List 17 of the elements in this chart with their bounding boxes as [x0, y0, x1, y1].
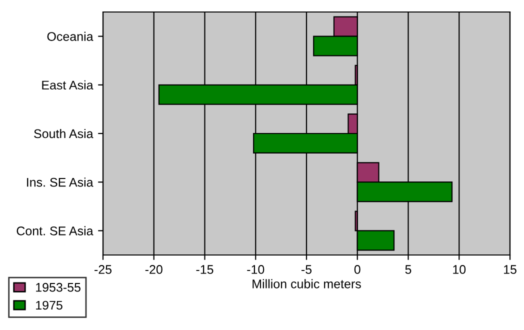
x-tick-label: -25 — [94, 265, 112, 274]
x-tick-label: 0 — [354, 265, 360, 274]
x-tick-label: 15 — [504, 265, 516, 274]
x-axis-title: Million cubic meters — [252, 279, 361, 288]
y-tick-label: East Asia — [42, 80, 94, 90]
x-tick-label: -20 — [145, 265, 162, 274]
legend-label: 1953-55 — [36, 282, 80, 292]
legend-label: 1975 — [36, 300, 62, 310]
x-tick-label: 10 — [453, 265, 466, 274]
x-tick-label: 5 — [405, 265, 412, 274]
y-tick-label: Oceania — [47, 32, 94, 41]
y-tick-label: Ins. SE Asia — [27, 178, 94, 187]
y-tick-label: South Asia — [34, 128, 94, 138]
y-tick-label: Cont. SE Asia — [16, 226, 94, 236]
x-tick-label: -5 — [302, 265, 312, 274]
x-tick-label: -15 — [196, 265, 214, 274]
x-tick-label: -10 — [247, 265, 264, 274]
